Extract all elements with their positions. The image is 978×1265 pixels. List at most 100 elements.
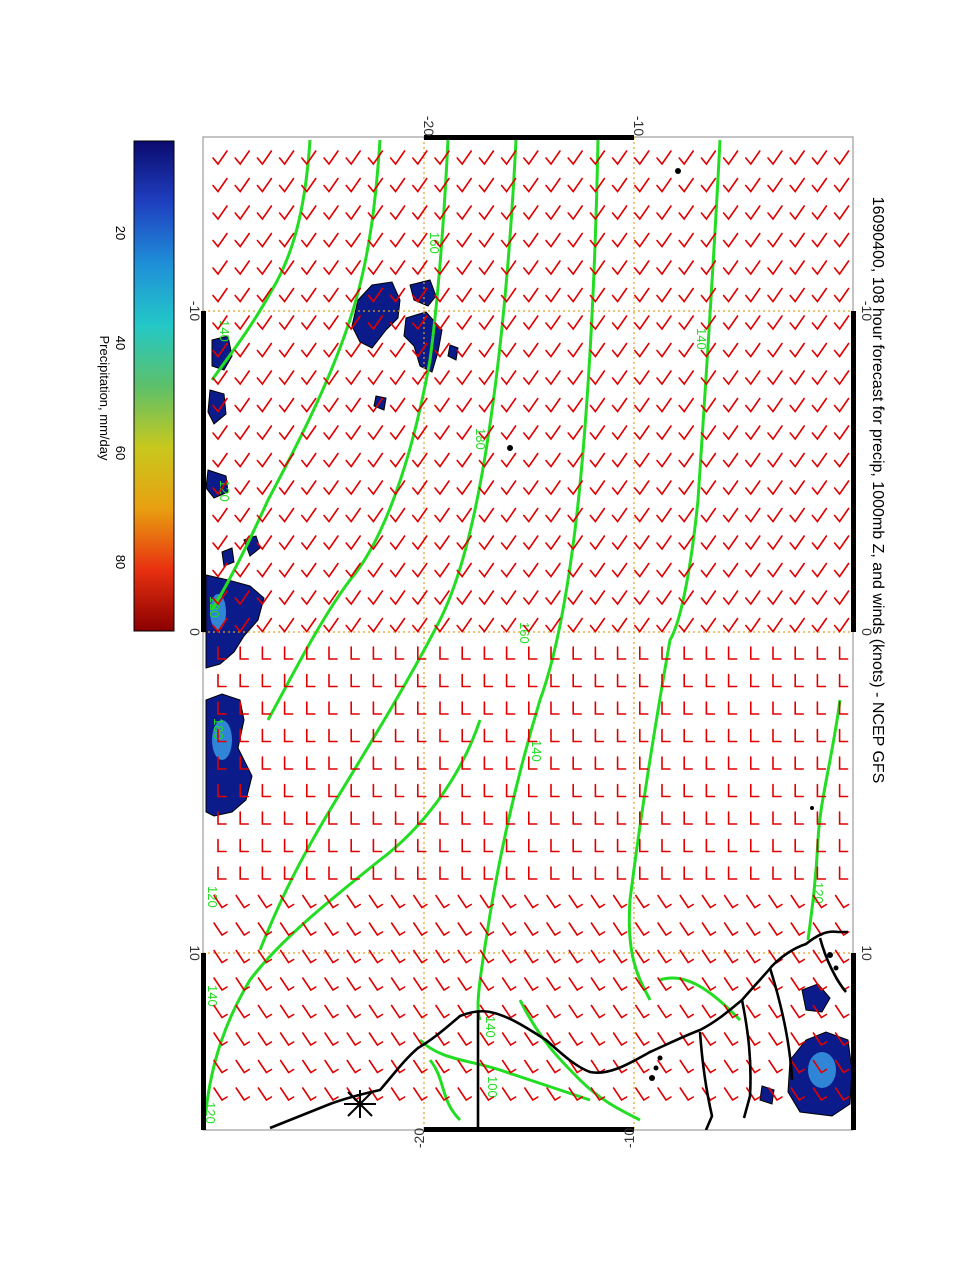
wind-barb-icon [217, 811, 227, 825]
colorbar: 20 40 60 80 Precipitation, mm/day [97, 140, 175, 632]
wind-barb-icon [611, 617, 628, 633]
plot-area: 140 140 180 160 140 120 140 160 120 180 … [187, 116, 875, 1148]
wind-barb-icon [833, 205, 850, 221]
wind-barb-icon [212, 397, 228, 413]
wind-barb-icon [235, 894, 250, 909]
wind-barb-icon [545, 370, 561, 386]
wind-barb-icon [772, 728, 782, 743]
wind-barb-icon [834, 1087, 850, 1102]
wind-barb-icon [212, 480, 228, 496]
wind-barb-icon [811, 562, 828, 578]
wind-barb-icon [727, 783, 738, 798]
wind-barb-icon [457, 977, 472, 992]
wind-barb-icon [256, 397, 273, 413]
station-marker-stroke [347, 1091, 373, 1117]
wind-barb-icon [435, 1032, 450, 1047]
wind-barb-icon [434, 370, 450, 386]
wind-barb-icon [611, 507, 628, 523]
wind-barb-icon [524, 949, 539, 964]
left-tick-label: -10 [187, 301, 203, 321]
wind-barb-icon [345, 507, 361, 523]
wind-barb-icon [767, 507, 783, 523]
wind-barb-icon [678, 232, 694, 248]
wind-barb-icon [389, 507, 406, 523]
wind-barb-icon [661, 866, 671, 880]
wind-barb-icon [239, 811, 249, 825]
wind-barb-icon [656, 315, 672, 331]
wind-barb-icon [302, 894, 317, 909]
wind-barb-icon [367, 452, 384, 468]
wind-barb-icon [705, 866, 716, 880]
wind-barb-icon [767, 397, 783, 413]
wind-barb-icon [256, 480, 273, 496]
wind-barb-icon [500, 370, 517, 386]
wind-barb-icon [234, 452, 250, 468]
wind-barb-icon [412, 397, 428, 413]
wind-barb-icon [413, 977, 428, 992]
wind-barb-icon [594, 866, 605, 880]
wind-barb-icon [767, 452, 783, 468]
contour-label: 120 [217, 480, 232, 502]
wind-barb-icon [390, 1004, 406, 1019]
wind-barb-icon [794, 673, 804, 688]
wind-barb-icon [789, 232, 805, 248]
wind-barb-icon [634, 480, 650, 496]
wind-barb-icon [346, 1032, 361, 1047]
wind-barb-icon [501, 1004, 517, 1019]
wind-barb-icon [505, 811, 516, 825]
wind-barb-icon [833, 535, 850, 551]
wind-barb-icon [434, 562, 450, 578]
wind-barb-icon [634, 232, 650, 248]
wind-barb-icon [789, 287, 805, 303]
wind-barb-icon [657, 949, 672, 964]
wind-barb-icon [590, 894, 606, 909]
wind-barb-icon [772, 838, 782, 853]
wind-barb-icon [257, 1059, 273, 1074]
wind-barb-icon [639, 646, 649, 660]
wind-barb-icon [722, 232, 739, 248]
wind-barb-icon [505, 838, 516, 853]
wind-barb-icon [679, 922, 694, 937]
wind-barb-icon [500, 177, 517, 193]
contour-label: 140 [483, 1016, 498, 1038]
wind-barb-icon [678, 590, 694, 606]
wind-barb-icon [483, 866, 494, 880]
wind-barb-icon [217, 756, 227, 770]
wind-barb-icon [656, 617, 672, 633]
wind-barb-icon [301, 370, 317, 386]
wind-barb-icon [768, 1032, 783, 1047]
wind-barb-icon [523, 562, 539, 578]
wind-barb-icon [833, 232, 850, 248]
contour-label: 140 [205, 985, 220, 1007]
wind-barb-icon [234, 562, 250, 578]
wind-barb-icon [234, 507, 250, 523]
wind-barb-icon [746, 1032, 761, 1047]
wind-barbs [212, 150, 850, 1102]
wind-barb-icon [528, 701, 538, 715]
axis-bar-bottom [424, 1127, 634, 1132]
wind-barb-icon [483, 701, 494, 715]
wind-barb-icon [611, 177, 628, 193]
wind-barb-icon [811, 232, 828, 248]
wind-barb-icon [789, 507, 805, 523]
wind-barb-icon [727, 728, 738, 743]
wind-barb-icon [745, 177, 761, 193]
axis-tick-labels: -20 -10 -20 -10 -10 0 10 -10 0 10 [187, 116, 875, 1148]
wind-barb-icon [567, 480, 583, 496]
wind-barb-icon [324, 1004, 339, 1019]
wind-barb-icon [722, 370, 739, 386]
wind-barb-icon [727, 838, 738, 853]
wind-barb-icon [417, 811, 427, 825]
axis-bar-top [424, 135, 634, 140]
wind-barb-icon [567, 287, 583, 303]
wind-barb-icon [301, 232, 317, 248]
precip-area [801, 983, 831, 1013]
wind-barb-icon [328, 783, 338, 798]
wind-barb-icon [256, 562, 273, 578]
wind-barb-icon [700, 205, 717, 221]
wind-barb-icon [678, 397, 694, 413]
wind-barb-icon [589, 370, 606, 386]
wind-barb-icon [439, 646, 449, 660]
wind-barb-icon [479, 1087, 495, 1102]
wind-barb-icon [324, 1087, 339, 1102]
